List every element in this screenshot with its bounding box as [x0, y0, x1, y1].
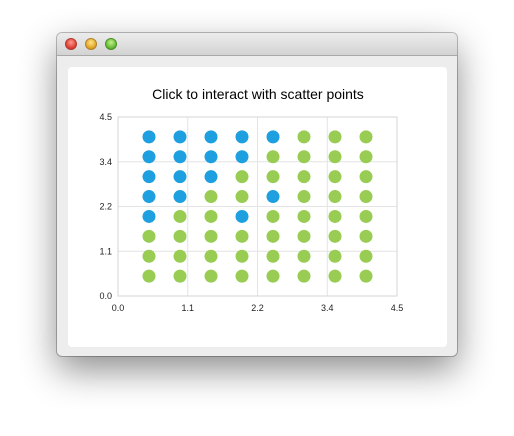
scatter-point-green[interactable] [359, 229, 373, 243]
scatter-point-green[interactable] [297, 229, 311, 243]
scatter-point-green[interactable] [235, 249, 249, 263]
scatter-point-green[interactable] [359, 190, 373, 204]
x-tick-label: 3.4 [321, 303, 334, 313]
scatter-point-green[interactable] [328, 130, 342, 144]
title-bar[interactable] [57, 33, 457, 56]
scatter-point-green[interactable] [328, 229, 342, 243]
minimize-window-button[interactable] [85, 38, 97, 50]
scatter-point-green[interactable] [328, 249, 342, 263]
scatter-point-blue[interactable] [142, 209, 156, 223]
scatter-point-green[interactable] [235, 170, 249, 184]
scatter-point-green[interactable] [297, 130, 311, 144]
scatter-point-green[interactable] [266, 229, 280, 243]
scatter-point-blue[interactable] [142, 130, 156, 144]
scatter-point-green[interactable] [359, 130, 373, 144]
scatter-point-green[interactable] [297, 269, 311, 283]
scatter-point-blue[interactable] [173, 170, 187, 184]
scatter-point-blue[interactable] [266, 190, 280, 204]
scatter-point-blue[interactable] [235, 130, 249, 144]
scatter-point-green[interactable] [142, 229, 156, 243]
zoom-window-button[interactable] [105, 38, 117, 50]
scatter-point-green[interactable] [359, 269, 373, 283]
scatter-point-green[interactable] [328, 170, 342, 184]
scatter-point-blue[interactable] [266, 130, 280, 144]
scatter-point-blue[interactable] [142, 190, 156, 204]
y-tick-label: 4.5 [99, 112, 112, 122]
scatter-point-blue[interactable] [142, 170, 156, 184]
scatter-point-blue[interactable] [173, 190, 187, 204]
scatter-point-green[interactable] [204, 209, 218, 223]
scatter-points [142, 130, 373, 283]
y-tick-label: 2.2 [99, 202, 112, 212]
scatter-point-green[interactable] [266, 269, 280, 283]
scatter-point-green[interactable] [297, 249, 311, 263]
scatter-point-blue[interactable] [204, 150, 218, 164]
y-tick-label: 3.4 [99, 157, 112, 167]
scatter-point-green[interactable] [204, 249, 218, 263]
scatter-point-green[interactable] [359, 150, 373, 164]
scatter-point-green[interactable] [142, 269, 156, 283]
axes: 0.0 1.1 2.2 3.4 4.5 0.0 1.1 2.2 3.4 4.5 [99, 112, 403, 313]
scatter-point-blue[interactable] [235, 150, 249, 164]
scatter-point-green[interactable] [235, 229, 249, 243]
scatter-point-green[interactable] [204, 190, 218, 204]
scatter-point-green[interactable] [204, 229, 218, 243]
scatter-point-green[interactable] [266, 249, 280, 263]
x-tick-label: 2.2 [251, 303, 264, 313]
scatter-chart: Click to interact with scatter points 0.… [99, 86, 403, 313]
y-tick-label: 0.0 [99, 291, 112, 301]
scatter-point-green[interactable] [266, 170, 280, 184]
scatter-point-green[interactable] [204, 269, 218, 283]
scatter-point-green[interactable] [297, 170, 311, 184]
chart-view: Click to interact with scatter points 0.… [68, 67, 447, 347]
scatter-point-green[interactable] [142, 249, 156, 263]
scatter-point-green[interactable] [328, 150, 342, 164]
scatter-point-green[interactable] [297, 150, 311, 164]
plot-frame [117, 116, 398, 297]
scatter-point-green[interactable] [297, 190, 311, 204]
scatter-point-green[interactable] [173, 229, 187, 243]
scatter-point-green[interactable] [359, 209, 373, 223]
scatter-point-blue[interactable] [204, 170, 218, 184]
scatter-point-blue[interactable] [235, 209, 249, 223]
scatter-point-green[interactable] [266, 209, 280, 223]
scatter-point-green[interactable] [328, 269, 342, 283]
scatter-point-green[interactable] [235, 190, 249, 204]
scatter-point-blue[interactable] [173, 130, 187, 144]
grid [117, 116, 398, 297]
x-tick-label: 0.0 [112, 303, 125, 313]
scatter-point-green[interactable] [173, 269, 187, 283]
scatter-point-green[interactable] [297, 209, 311, 223]
scatter-point-green[interactable] [173, 249, 187, 263]
scatter-point-green[interactable] [328, 209, 342, 223]
x-tick-label: 4.5 [391, 303, 404, 313]
scatter-point-blue[interactable] [142, 150, 156, 164]
scatter-point-green[interactable] [359, 170, 373, 184]
scatter-point-green[interactable] [173, 209, 187, 223]
scatter-point-green[interactable] [266, 150, 280, 164]
scatter-point-green[interactable] [359, 249, 373, 263]
close-window-button[interactable] [65, 38, 77, 50]
scatter-point-blue[interactable] [173, 150, 187, 164]
y-tick-label: 1.1 [99, 246, 112, 256]
scatter-point-green[interactable] [235, 269, 249, 283]
x-tick-label: 1.1 [181, 303, 194, 313]
scatter-point-green[interactable] [328, 190, 342, 204]
app-window: Click to interact with scatter points 0.… [57, 33, 457, 356]
scatter-point-blue[interactable] [204, 130, 218, 144]
chart-title: Click to interact with scatter points [152, 86, 364, 102]
